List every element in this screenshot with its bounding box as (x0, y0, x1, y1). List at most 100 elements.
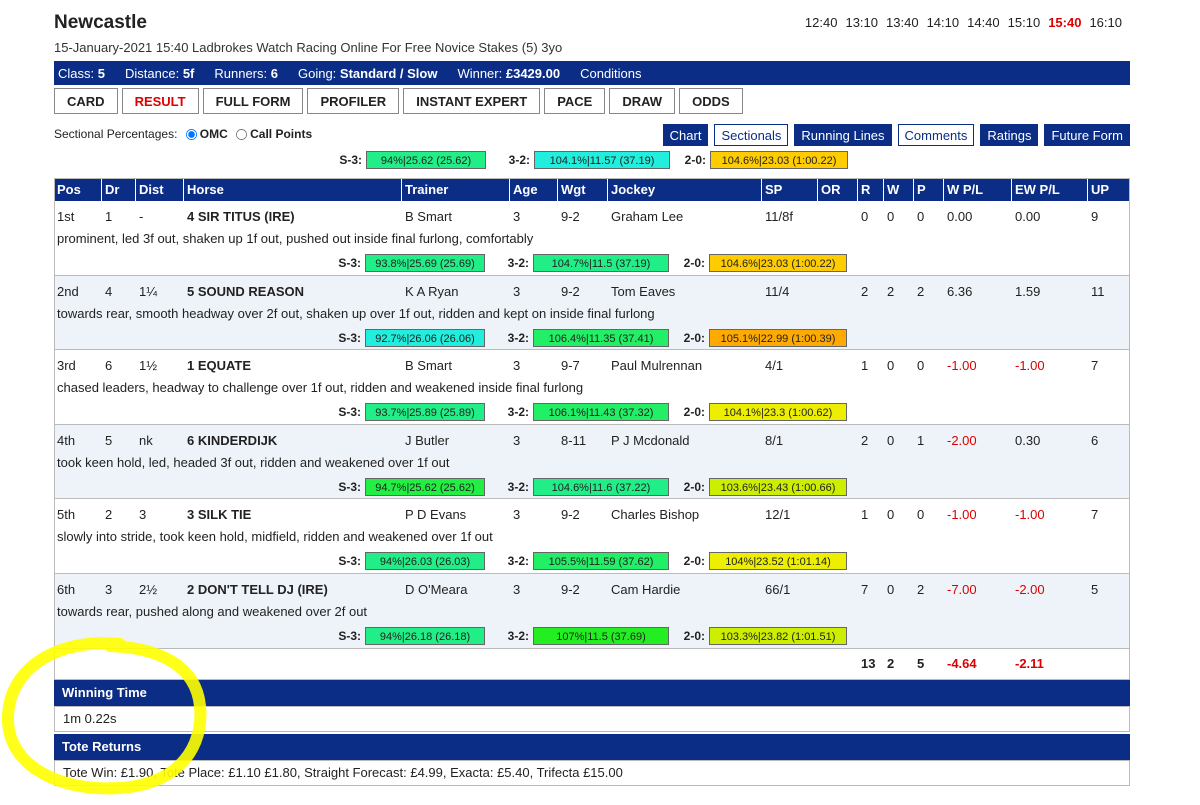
column-separator (101, 179, 102, 201)
cell-ewpl: 1.59 (1015, 283, 1041, 299)
column-header[interactable]: Trainer (405, 182, 449, 197)
cell-wgt: 9-2 (561, 507, 580, 523)
race-time-link[interactable]: 15:40 (1048, 15, 1082, 30)
column-header[interactable]: W (887, 182, 900, 197)
chart-button[interactable]: Chart (662, 124, 709, 146)
s32-box: 105.5%|11.59 (37.62) (533, 552, 669, 571)
s32-box: 107%|11.5 (37.69) (533, 626, 669, 645)
cell-pos: 6th (57, 581, 76, 597)
race-time-link[interactable]: 12:40 (804, 15, 838, 30)
runner-sectionals: S-3: 94%|26.03 (26.03) 3-2: 105.5%|11.59 (3… (335, 551, 847, 571)
column-header[interactable]: OR (821, 182, 841, 197)
tab-profiler[interactable]: PROFILER (307, 88, 400, 114)
cell-wgt: 9-2 (561, 283, 580, 299)
cell-w: 0 (887, 209, 895, 224)
column-separator (607, 179, 608, 201)
cell-ewpl: 0.30 (1015, 432, 1041, 448)
cell-wgt: 9-2 (561, 581, 580, 597)
cell-pos: 4th (57, 432, 76, 448)
table-row[interactable]: 5th 2 3 3 SILK TIE P D Evans 3 9-2 Charles Bish… (55, 499, 1129, 574)
column-separator (557, 179, 558, 201)
column-header[interactable]: SP (765, 182, 783, 197)
cell-horse[interactable]: 6 KINDERDIJK (187, 432, 278, 448)
column-header[interactable]: Horse (187, 182, 224, 197)
cell-r: 0 (861, 209, 869, 224)
column-header[interactable]: P (917, 182, 926, 197)
column-header[interactable]: EW P/L (1015, 182, 1060, 197)
future-form-button[interactable]: Future Form (1044, 124, 1130, 146)
column-separator (1087, 179, 1088, 201)
table-row[interactable]: 6th 3 2½ 2 DON'T TELL DJ (IRE) D O'Meara 3 9-2… (55, 573, 1129, 649)
sectionals-button[interactable]: Sectionals (714, 124, 789, 146)
s20-box: 103.6%|23.43 (1:00.66) (709, 477, 847, 496)
tab-odds[interactable]: ODDS (679, 88, 743, 114)
cell-dr: 1 (105, 209, 113, 224)
tab-result[interactable]: RESULT (121, 88, 199, 114)
column-header[interactable]: UP (1091, 182, 1110, 197)
race-time-link[interactable]: 13:40 (886, 15, 919, 30)
column-header[interactable]: Age (513, 182, 538, 197)
cell-r: 2 (861, 432, 869, 448)
cell-age: 3 (513, 507, 521, 523)
cell-dist: 1½ (139, 358, 158, 374)
table-row[interactable]: 3rd 6 1½ 1 EQUATE B Smart 3 9-7 Paul Mulrennan 4… (55, 350, 1129, 425)
table-row[interactable]: 4th 5 nk 6 KINDERDIJK J Butler 3 8-11 P J Mcdon… (55, 424, 1129, 500)
conditions-link[interactable]: Conditions (580, 65, 642, 81)
cell-w: 2 (887, 283, 895, 299)
column-header[interactable]: Wgt (561, 182, 586, 197)
comments-button[interactable]: Comments (897, 124, 975, 146)
tab-card[interactable]: CARD (54, 88, 118, 114)
s20-box: 103.3%|23.82 (1:01.51) (709, 626, 847, 645)
race-time-link[interactable]: 14:40 (967, 15, 1000, 30)
call-points-label: Call Points (250, 127, 313, 141)
winner-value: £3429.00 (505, 65, 561, 81)
cell-horse[interactable]: 3 SILK TIE (187, 507, 252, 523)
cell-horse[interactable]: 4 SIR TITUS (IRE) (187, 209, 295, 224)
race-time-link[interactable]: 13:10 (845, 15, 879, 30)
cell-jockey: Paul Mulrennan (611, 358, 703, 374)
tab-instant-expert[interactable]: INSTANT EXPERT (403, 88, 541, 114)
table-header: Pos Dr Dist Horse Trainer Age Wgt Jockey SP OR R W P… (55, 179, 1129, 201)
s3-box: 94%|26.18 (26.18) (365, 626, 485, 645)
s32-label: 3-2: (507, 405, 529, 420)
race-time-link[interactable]: 15:10 (1007, 15, 1041, 30)
runner-sectionals: S-3: 93.8%|25.69 (25.69) 3-2: 104.7%|11.5 (… (335, 253, 847, 273)
runner-sectionals: S-3: 92.7%|26.06 (26.06) 3-2: 106.4%|11.35 … (335, 328, 847, 348)
ratings-button[interactable]: Ratings (980, 124, 1039, 146)
call-points-radio[interactable] (236, 129, 248, 141)
column-header[interactable]: Jockey (611, 182, 656, 197)
table-row[interactable]: 2nd 4 1¼ 5 SOUND REASON K A Ryan 3 9-2 Tom Eave… (55, 275, 1129, 351)
cell-dr: 2 (105, 507, 113, 523)
totals-row: 13 2 5 -4.64 -2.11 (55, 649, 1129, 679)
column-header[interactable]: W P/L (947, 182, 984, 197)
cell-horse[interactable]: 1 EQUATE (187, 358, 252, 374)
cell-w: 0 (887, 432, 895, 448)
cell-horse[interactable]: 5 SOUND REASON (187, 283, 305, 299)
cell-p: 0 (917, 507, 925, 523)
omc-radio[interactable] (185, 129, 197, 141)
column-header[interactable]: R (861, 182, 871, 197)
cell-pos: 3rd (57, 358, 76, 374)
s32-label: 3-2: (507, 479, 529, 494)
tab-pace[interactable]: PACE (544, 88, 606, 114)
cell-ewpl: -2.00 (1015, 581, 1045, 597)
total-ewpl: -2.11 (1015, 655, 1044, 671)
race-comment: towards rear, pushed along and weakened … (57, 603, 368, 619)
s32-box: 104.6%|11.6 (37.22) (533, 477, 669, 496)
table-row[interactable]: 1st 1 - 4 SIR TITUS (IRE) B Smart 3 9-2 Graham … (55, 201, 1129, 276)
column-header[interactable]: Dist (139, 182, 164, 197)
cell-wpl: 0.00 (947, 209, 973, 224)
tab-full-form[interactable]: FULL FORM (202, 88, 304, 114)
race-time-link[interactable]: 16:10 (1089, 15, 1122, 30)
s20-label: 2-0: (683, 256, 705, 270)
cell-p: 2 (917, 581, 925, 597)
cell-ewpl: -1.00 (1015, 358, 1045, 374)
running-lines-button[interactable]: Running Lines (794, 124, 892, 146)
highlight-circle-annotation (1, 637, 207, 795)
tab-draw[interactable]: DRAW (609, 88, 676, 114)
cell-horse[interactable]: 2 DON'T TELL DJ (IRE) (187, 581, 328, 597)
race-comment: slowly into stride, took keen hold, midf… (57, 529, 493, 545)
column-header[interactable]: Dr (105, 182, 120, 197)
column-header[interactable]: Pos (57, 182, 81, 197)
race-time-link[interactable]: 14:10 (926, 15, 960, 30)
